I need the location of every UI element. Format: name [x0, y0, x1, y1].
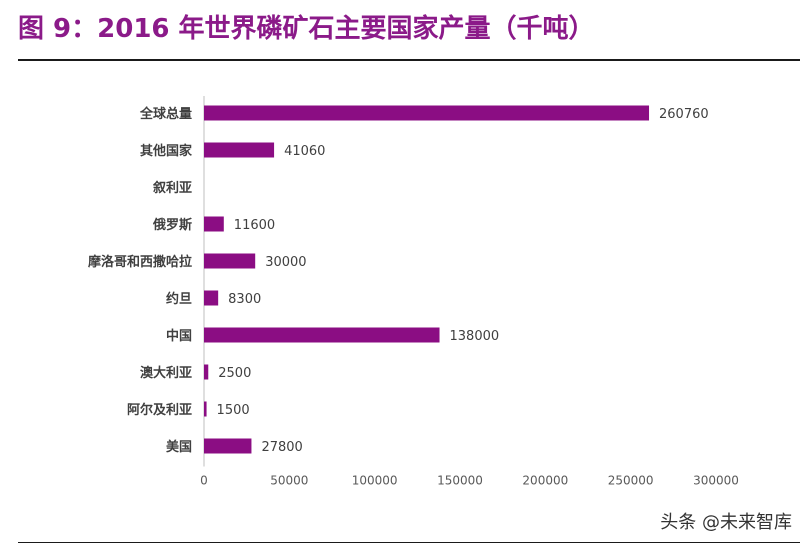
x-tick-label: 100000	[352, 474, 398, 488]
bottom-divider	[18, 542, 800, 543]
category-label: 其他国家	[140, 143, 193, 159]
category-label: 叙利亚	[153, 180, 192, 196]
data-label: 41060	[284, 144, 325, 159]
category-label: 澳大利亚	[140, 365, 192, 381]
bar	[204, 216, 224, 232]
category-label: 摩洛哥和西撒哈拉	[88, 254, 192, 270]
data-label: 8300	[228, 292, 261, 307]
watermark-text: 头条 @未来智库	[660, 512, 792, 533]
x-tick-label: 150000	[437, 474, 483, 488]
x-tick-label: 50000	[270, 474, 308, 488]
bar	[204, 253, 256, 269]
data-label: 2500	[218, 366, 251, 381]
top-divider	[18, 59, 800, 61]
bar	[204, 142, 275, 158]
bar	[204, 105, 650, 121]
category-label: 阿尔及利亚	[127, 402, 192, 418]
category-label: 俄罗斯	[152, 217, 192, 233]
category-label: 中国	[166, 328, 192, 344]
data-label: 30000	[265, 255, 306, 270]
bar	[204, 327, 440, 343]
bar	[204, 438, 252, 454]
data-label: 138000	[450, 329, 500, 344]
figure-title: 图 9：2016 年世界磷矿石主要国家产量（千吨）	[18, 14, 595, 44]
data-label: 260760	[659, 107, 709, 122]
x-tick-label: 200000	[522, 474, 568, 488]
data-label: 11600	[234, 218, 275, 233]
bar	[204, 401, 207, 417]
category-label: 约旦	[166, 291, 192, 307]
x-tick-label: 250000	[608, 474, 654, 488]
bar	[204, 364, 209, 380]
bar	[204, 290, 219, 306]
x-tick-label: 300000	[693, 474, 739, 488]
category-label: 全球总量	[139, 106, 192, 122]
data-label: 1500	[217, 403, 250, 418]
data-label: 27800	[261, 440, 302, 455]
x-tick-label: 0	[200, 474, 208, 488]
category-label: 美国	[166, 439, 192, 455]
